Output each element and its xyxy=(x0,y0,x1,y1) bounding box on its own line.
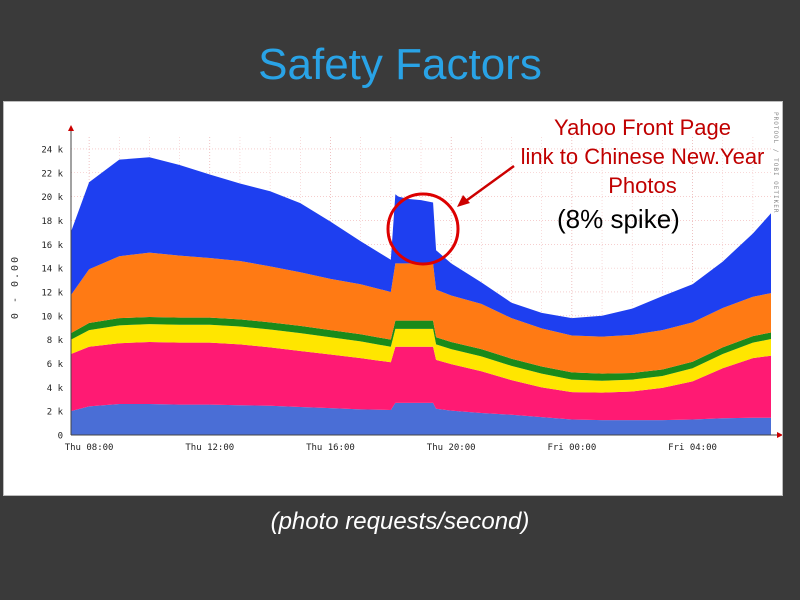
y-tick-label: 6 k xyxy=(47,360,64,370)
x-tick-label: Thu 16:00 xyxy=(306,443,355,453)
y-axis-label: 0 - 0.00 xyxy=(10,255,21,319)
x-tick-label: Thu 20:00 xyxy=(427,443,476,453)
y-tick-label: 20 k xyxy=(41,193,63,203)
annotation-line-3: Photos xyxy=(608,173,677,198)
series-area-6 xyxy=(71,157,771,337)
y-tick-label: 8 k xyxy=(47,336,64,346)
spike-note: (8% spike) xyxy=(557,204,680,234)
watermark: PROTOOL / TOBI OETIKER xyxy=(772,112,779,213)
series-area-3 xyxy=(71,324,771,393)
series-area-5 xyxy=(71,252,771,374)
y-tick-label: 16 k xyxy=(41,241,63,251)
series-area-2 xyxy=(71,342,771,421)
y-tick-label: 18 k xyxy=(41,217,63,227)
x-tick-label: Fri 00:00 xyxy=(547,443,596,453)
x-tick-label: Fri 04:00 xyxy=(668,443,717,453)
x-tick-label: Thu 12:00 xyxy=(185,443,234,453)
annotation-text: Yahoo Front Page link to Chinese New.Yea… xyxy=(490,113,795,200)
y-tick-label: 12 k xyxy=(41,288,63,298)
annotation-line-1: Yahoo Front Page xyxy=(554,115,731,140)
chart-frame: 0 2 k 4 k 6 k 8 k 10 k 12 k 14 k 16 k 18 k 20 k 22 … xyxy=(3,101,783,496)
y-tick-label: 4 k xyxy=(47,384,64,394)
axes xyxy=(68,125,782,438)
y-tick-label: 24 k xyxy=(41,145,63,155)
x-tick-label: Thu 08:00 xyxy=(65,443,114,453)
slide-title: Safety Factors xyxy=(258,40,542,89)
y-axis-arrow xyxy=(68,125,74,131)
y-tick-label: 0 xyxy=(58,432,63,442)
annotation-overlay xyxy=(386,164,515,266)
spike-highlight-circle xyxy=(386,192,460,266)
y-tick-label: 2 k xyxy=(47,408,64,418)
y-tick-label: 22 k xyxy=(41,169,63,179)
annotation-arrowhead xyxy=(457,195,470,207)
tick-labels: 0 2 k 4 k 6 k 8 k 10 k 12 k 14 k 16 k 18 k 20 k 22 … xyxy=(41,145,717,453)
x-axis-arrow xyxy=(777,432,782,438)
stacked-area-chart: 0 2 k 4 k 6 k 8 k 10 k 12 k 14 k 16 k 18 k 20 k 22 … xyxy=(10,112,782,453)
series-area-4 xyxy=(71,316,771,381)
series-area-1 xyxy=(71,402,771,435)
chart-caption: (photo requests/second) xyxy=(270,508,530,535)
annotation-line-2: link to Chinese New.Year xyxy=(520,144,765,169)
series-areas xyxy=(71,157,771,435)
y-tick-label: 14 k xyxy=(41,265,63,275)
y-tick-label: 10 k xyxy=(41,312,63,322)
annotation-arrow xyxy=(462,164,515,205)
